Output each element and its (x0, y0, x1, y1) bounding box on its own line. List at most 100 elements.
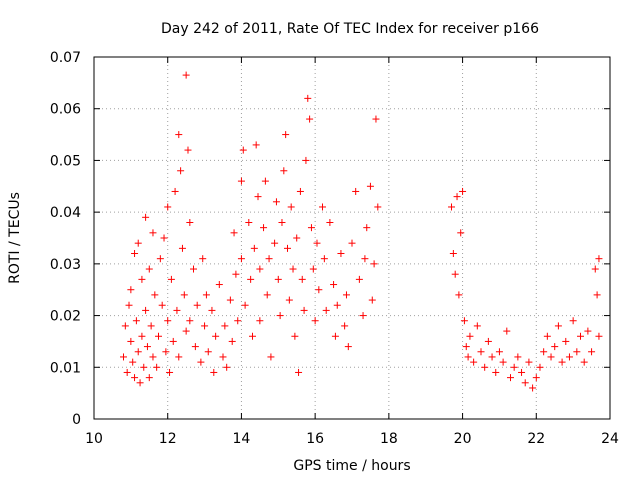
data-point (457, 229, 465, 237)
data-point (355, 275, 363, 283)
data-point (307, 224, 315, 232)
data-point (186, 317, 194, 325)
data-point (291, 332, 299, 340)
data-point (488, 353, 496, 361)
data-point (234, 317, 242, 325)
data-point (212, 332, 220, 340)
data-point (121, 322, 129, 330)
data-point (359, 312, 367, 320)
data-point (252, 141, 260, 149)
data-point (348, 239, 356, 247)
y-tick-label: 0.03 (50, 257, 81, 273)
data-point (256, 265, 264, 273)
data-point (263, 291, 271, 299)
data-point (228, 337, 236, 345)
data-point (306, 115, 314, 123)
data-point (145, 374, 153, 382)
data-point (361, 255, 369, 263)
data-point (352, 187, 360, 195)
data-point (134, 239, 142, 247)
data-point (142, 213, 150, 221)
data-point (449, 250, 457, 258)
data-point (164, 317, 172, 325)
data-point (591, 265, 599, 273)
axis-ticks (93, 56, 611, 420)
data-point (169, 337, 177, 345)
data-point (267, 353, 275, 361)
data-point (370, 260, 378, 268)
data-point (558, 358, 566, 366)
data-point (280, 167, 288, 175)
data-point (175, 353, 183, 361)
data-point (140, 363, 148, 371)
data-point (453, 193, 461, 201)
data-point (304, 94, 312, 102)
data-point (322, 306, 330, 314)
y-tick-label: 0.07 (50, 50, 81, 66)
data-point (160, 234, 168, 242)
data-point (155, 332, 162, 340)
data-point (289, 265, 297, 273)
data-point (296, 187, 304, 195)
y-tick-label: 0.04 (50, 205, 81, 221)
data-point (219, 353, 227, 361)
data-point (543, 332, 551, 340)
data-point (147, 322, 155, 330)
data-point (226, 296, 234, 304)
data-point (260, 224, 268, 232)
data-point (138, 275, 146, 283)
data-point (484, 337, 492, 345)
data-point (595, 255, 603, 263)
data-point (208, 306, 216, 314)
data-point (145, 265, 153, 273)
data-point (223, 363, 231, 371)
data-point (204, 348, 212, 356)
data-point (131, 250, 139, 258)
x-tick-label: 24 (601, 431, 619, 447)
data-point (199, 255, 207, 263)
y-tick-label: 0.02 (50, 309, 81, 325)
data-point (337, 250, 345, 258)
data-point (131, 374, 139, 382)
gridlines (94, 57, 610, 419)
data-point (492, 368, 500, 376)
data-point (230, 229, 238, 237)
data-points (119, 71, 603, 392)
data-point (171, 187, 179, 195)
data-point (495, 348, 503, 356)
data-point (149, 353, 157, 361)
data-point (510, 363, 518, 371)
chart-title: Day 242 of 2011, Rate Of TEC Index for r… (161, 21, 539, 37)
data-point (525, 358, 533, 366)
data-point (284, 244, 291, 252)
data-point (210, 368, 218, 376)
data-point (134, 348, 142, 356)
data-point (132, 317, 140, 325)
data-point (342, 291, 350, 299)
data-point (584, 327, 592, 335)
data-point (319, 203, 327, 211)
data-point (595, 332, 603, 340)
data-point (499, 358, 507, 366)
data-point (167, 275, 175, 283)
data-point (330, 281, 338, 289)
data-point (588, 348, 596, 356)
data-point (477, 348, 485, 356)
data-point (142, 306, 150, 314)
data-point (274, 275, 282, 283)
data-point (278, 218, 286, 226)
data-point (285, 296, 293, 304)
data-point (143, 343, 151, 351)
data-point (221, 322, 229, 330)
data-point (518, 368, 526, 376)
data-point (237, 255, 245, 263)
x-tick-label: 22 (527, 431, 545, 447)
y-axis-label: ROTI / TECUs (7, 192, 23, 284)
data-point (503, 327, 511, 335)
x-tick-label: 14 (233, 431, 251, 447)
data-point (158, 301, 166, 309)
x-tick-label: 18 (380, 431, 398, 447)
x-tick-label: 10 (85, 431, 103, 447)
x-tick-label: 20 (454, 431, 472, 447)
data-point (451, 270, 459, 278)
